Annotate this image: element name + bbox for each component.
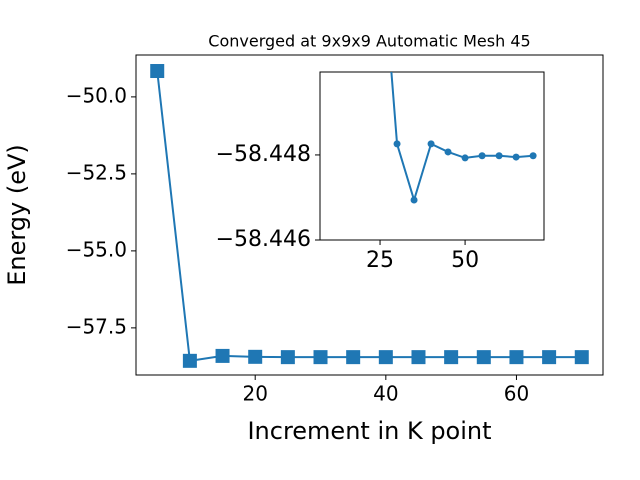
marker bbox=[512, 153, 520, 161]
series bbox=[150, 64, 589, 368]
x-tick-label: 60 bbox=[504, 382, 529, 406]
x-tick-label: 20 bbox=[242, 382, 267, 406]
chart: 25 50 −58.448 −58.446 bbox=[216, 71, 545, 273]
data-line bbox=[390, 72, 534, 204]
marker bbox=[378, 350, 393, 365]
marker bbox=[182, 353, 197, 368]
marker bbox=[509, 350, 524, 365]
marker bbox=[476, 350, 491, 365]
marker bbox=[495, 152, 503, 160]
x-axis-label: Increment in K point bbox=[247, 417, 491, 445]
marker bbox=[444, 148, 452, 156]
x-tick-label: 50 bbox=[451, 248, 479, 273]
y-tick-label: −58.446 bbox=[216, 227, 311, 252]
marker bbox=[410, 196, 418, 204]
marker bbox=[542, 350, 557, 365]
marker bbox=[393, 140, 401, 148]
x-tick-label: 40 bbox=[373, 382, 398, 406]
marker bbox=[346, 350, 361, 365]
x-tick-label: 25 bbox=[366, 248, 394, 273]
y-axis-label: Energy (eV) bbox=[3, 144, 31, 286]
chart-title: Converged at 9x9x9 Automatic Mesh 45 bbox=[208, 32, 530, 51]
marker bbox=[411, 350, 426, 365]
marker bbox=[313, 350, 328, 365]
y-tick-label: −52.5 bbox=[66, 160, 127, 184]
marker bbox=[478, 152, 486, 160]
marker bbox=[215, 348, 230, 363]
series bbox=[390, 72, 537, 204]
marker bbox=[280, 350, 295, 365]
marker bbox=[150, 64, 165, 79]
marker bbox=[248, 349, 263, 364]
y-tick-label: −57.5 bbox=[66, 314, 127, 338]
y-tick-label: −58.448 bbox=[216, 142, 311, 167]
marker bbox=[444, 350, 459, 365]
y-tick-label: −50.0 bbox=[66, 83, 127, 107]
marker bbox=[574, 350, 589, 365]
marker bbox=[461, 154, 469, 162]
marker bbox=[427, 140, 435, 148]
marker bbox=[529, 152, 537, 160]
y-tick-label: −55.0 bbox=[66, 237, 127, 261]
